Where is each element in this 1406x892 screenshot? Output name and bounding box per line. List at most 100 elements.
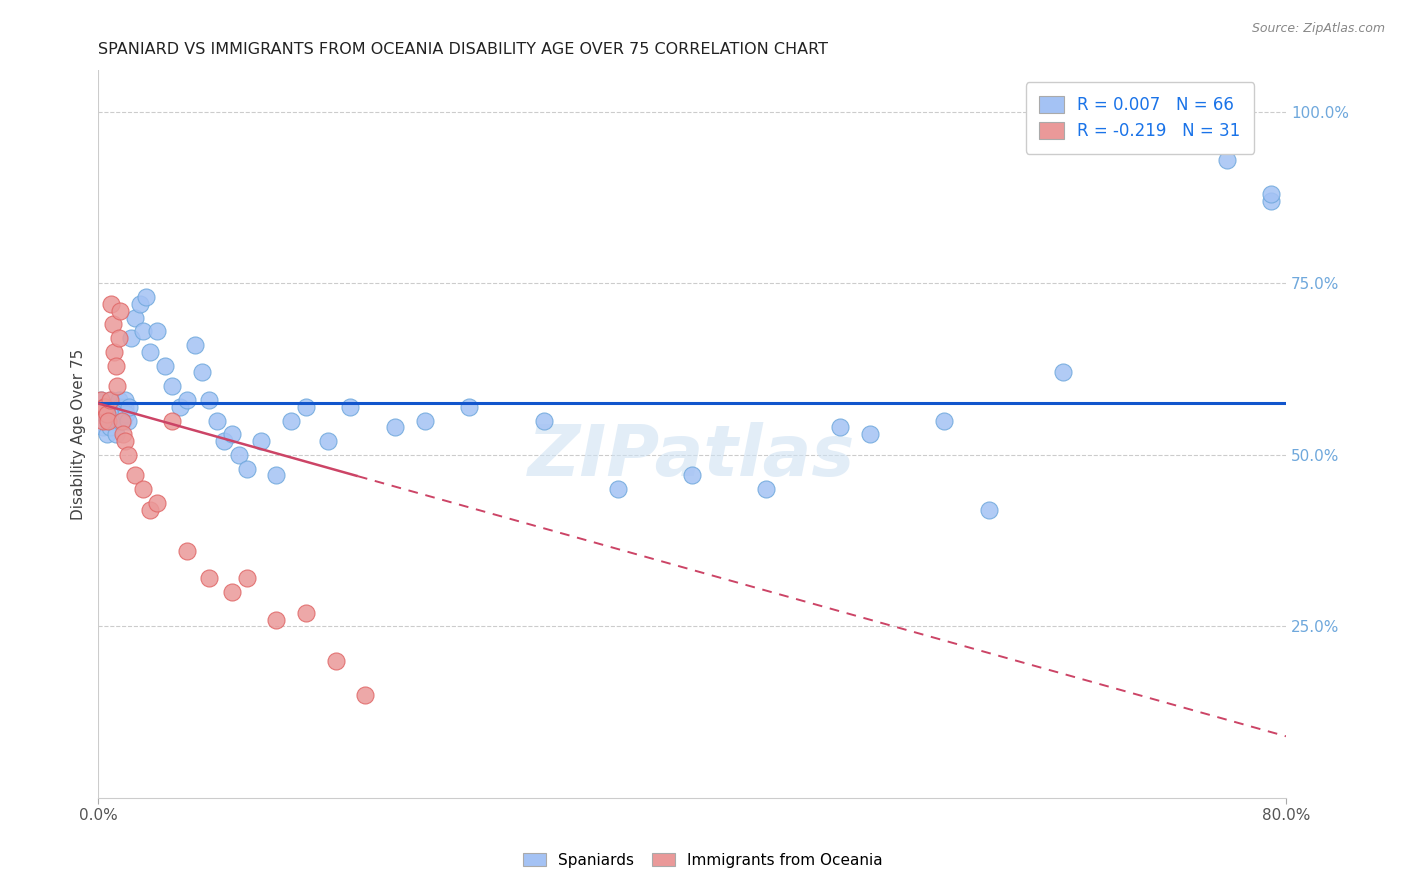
- Point: [112, 427, 135, 442]
- Point: [755, 482, 778, 496]
- Point: [221, 585, 243, 599]
- Point: [1185, 104, 1208, 119]
- Point: [264, 468, 287, 483]
- Point: [1185, 104, 1208, 119]
- Point: [108, 331, 131, 345]
- Point: [124, 468, 146, 483]
- Point: [339, 400, 361, 414]
- Point: [354, 688, 377, 702]
- Point: [91, 420, 114, 434]
- Point: [977, 502, 1000, 516]
- Point: [146, 324, 169, 338]
- Point: [90, 392, 112, 407]
- Point: [681, 468, 703, 483]
- Point: [105, 379, 128, 393]
- Point: [91, 413, 114, 427]
- Point: [103, 413, 125, 427]
- Point: [98, 392, 121, 407]
- Point: [93, 400, 115, 414]
- Point: [139, 502, 162, 516]
- Point: [859, 427, 882, 442]
- Point: [934, 413, 956, 427]
- Point: [117, 448, 139, 462]
- Point: [114, 392, 136, 407]
- Point: [110, 303, 132, 318]
- Point: [98, 420, 121, 434]
- Point: [1052, 366, 1074, 380]
- Point: [458, 400, 481, 414]
- Point: [198, 571, 221, 585]
- Point: [280, 413, 302, 427]
- Point: [120, 331, 142, 345]
- Text: ZIPatlas: ZIPatlas: [529, 422, 856, 491]
- Point: [1215, 153, 1237, 167]
- Point: [101, 318, 124, 332]
- Point: [105, 400, 128, 414]
- Point: [103, 344, 125, 359]
- Text: Source: ZipAtlas.com: Source: ZipAtlas.com: [1251, 22, 1385, 36]
- Point: [1260, 186, 1282, 201]
- Point: [413, 413, 436, 427]
- Point: [104, 407, 127, 421]
- Point: [325, 654, 347, 668]
- Point: [264, 613, 287, 627]
- Point: [90, 392, 112, 407]
- Point: [295, 400, 318, 414]
- Point: [114, 434, 136, 449]
- Legend: Spaniards, Immigrants from Oceania: Spaniards, Immigrants from Oceania: [515, 845, 891, 875]
- Point: [96, 427, 118, 442]
- Point: [176, 544, 198, 558]
- Point: [221, 427, 243, 442]
- Text: SPANIARD VS IMMIGRANTS FROM OCEANIA DISABILITY AGE OVER 75 CORRELATION CHART: SPANIARD VS IMMIGRANTS FROM OCEANIA DISA…: [98, 42, 828, 57]
- Point: [139, 344, 162, 359]
- Point: [316, 434, 339, 449]
- Point: [104, 427, 127, 442]
- Point: [250, 434, 273, 449]
- Point: [198, 392, 221, 407]
- Point: [131, 482, 153, 496]
- Point: [108, 392, 131, 407]
- Point: [101, 400, 124, 414]
- Point: [114, 400, 136, 414]
- Point: [153, 359, 176, 373]
- Point: [100, 297, 122, 311]
- Point: [162, 379, 184, 393]
- Point: [533, 413, 555, 427]
- Point: [117, 413, 139, 427]
- Point: [93, 400, 115, 414]
- Point: [205, 413, 228, 427]
- Y-axis label: Disability Age Over 75: Disability Age Over 75: [72, 349, 86, 520]
- Point: [115, 407, 138, 421]
- Point: [235, 461, 257, 475]
- Point: [295, 606, 318, 620]
- Point: [118, 400, 141, 414]
- Point: [128, 297, 150, 311]
- Point: [100, 392, 122, 407]
- Point: [235, 571, 257, 585]
- Point: [135, 290, 157, 304]
- Point: [97, 413, 120, 427]
- Point: [169, 400, 191, 414]
- Point: [1260, 194, 1282, 208]
- Point: [183, 338, 205, 352]
- Point: [146, 496, 169, 510]
- Point: [124, 310, 146, 325]
- Point: [96, 407, 118, 421]
- Point: [131, 324, 153, 338]
- Point: [191, 366, 214, 380]
- Point: [162, 413, 184, 427]
- Point: [112, 413, 135, 427]
- Point: [110, 413, 132, 427]
- Point: [214, 434, 236, 449]
- Point: [101, 407, 124, 421]
- Point: [97, 413, 120, 427]
- Point: [384, 420, 406, 434]
- Point: [176, 392, 198, 407]
- Point: [111, 407, 134, 421]
- Point: [111, 413, 134, 427]
- Point: [830, 420, 852, 434]
- Point: [94, 407, 117, 421]
- Point: [606, 482, 628, 496]
- Point: [94, 400, 117, 414]
- Legend: R = 0.007   N = 66, R = -0.219   N = 31: R = 0.007 N = 66, R = -0.219 N = 31: [1025, 82, 1254, 153]
